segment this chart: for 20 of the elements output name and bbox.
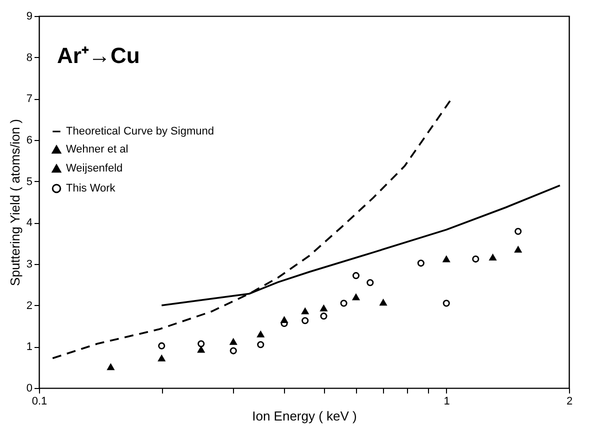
y-tick-label: 3	[26, 258, 32, 270]
y-tick-label: 0	[26, 382, 32, 394]
x-axis-title: Ion Energy ( keV )	[252, 408, 357, 424]
y-tick-label: 7	[26, 93, 32, 106]
legend-label: Theoretical Curve by Sigmund	[66, 126, 214, 138]
y-tick-label: 5	[26, 176, 32, 188]
legend-label: Weijsenfeld	[66, 162, 123, 174]
y-tick-label: 2	[26, 300, 32, 312]
y-tick-label: 9	[26, 10, 32, 22]
legend-label: Wehner et al	[66, 144, 128, 156]
y-tick-label: 4	[26, 217, 32, 230]
legend-label: This Work	[66, 182, 116, 194]
y-axis-title: Sputtering Yield ( atoms/ion )	[7, 119, 22, 286]
y-tick-label: 8	[26, 52, 32, 64]
annotation: Ar⁺→Cu	[57, 43, 140, 68]
y-tick-label: 6	[26, 134, 32, 146]
y-tick-label: 1	[26, 341, 32, 354]
x-tick-label: 2	[566, 396, 573, 408]
x-tick-label: 1	[444, 396, 450, 408]
x-tick-label: 0.1	[32, 396, 48, 408]
